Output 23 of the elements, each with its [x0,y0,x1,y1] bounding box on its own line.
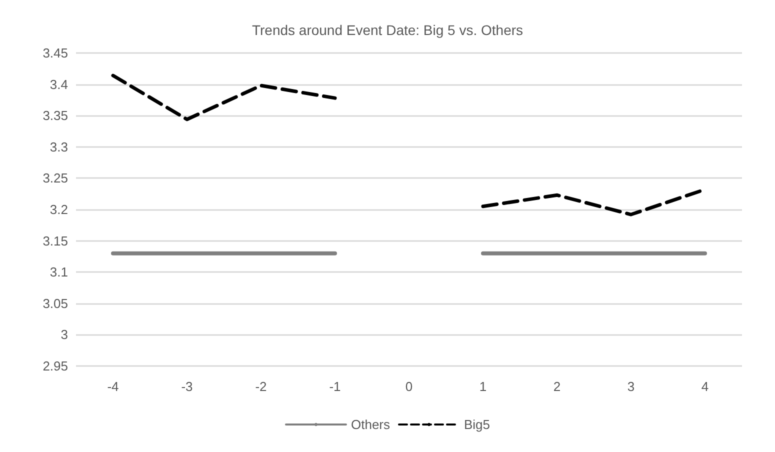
x-tick-label: 2 [553,379,561,394]
y-tick-label: 3.2 [50,202,68,217]
y-tick-label: 3.45 [42,46,68,60]
x-tick-label: 1 [479,379,487,394]
y-tick-label: 3.4 [50,76,68,92]
y-tick-label: 3.25 [42,170,68,186]
legend-label: Big5 [464,417,490,432]
y-tick-label: 2.95 [42,358,68,374]
x-tick-label: 3 [627,379,635,394]
legend-label: Others [350,417,390,432]
x-tick-label: -2 [255,379,267,394]
chart-title: Trends around Event Date: Big 5 vs. Others [252,22,524,38]
x-tick-label: 0 [405,379,413,394]
y-tick-label: 3.1 [50,264,68,280]
x-tick-label: 4 [701,379,709,394]
y-tick-label: 3 [60,327,68,342]
y-tick-label: 3.15 [42,233,68,248]
x-tick-label: -1 [329,379,341,394]
x-tick-label: -4 [107,379,119,394]
x-tick-label: -3 [181,379,193,394]
y-tick-label: 3.3 [50,139,68,154]
y-tick-label: 3.05 [42,296,68,311]
y-tick-label: 3.35 [42,108,68,124]
